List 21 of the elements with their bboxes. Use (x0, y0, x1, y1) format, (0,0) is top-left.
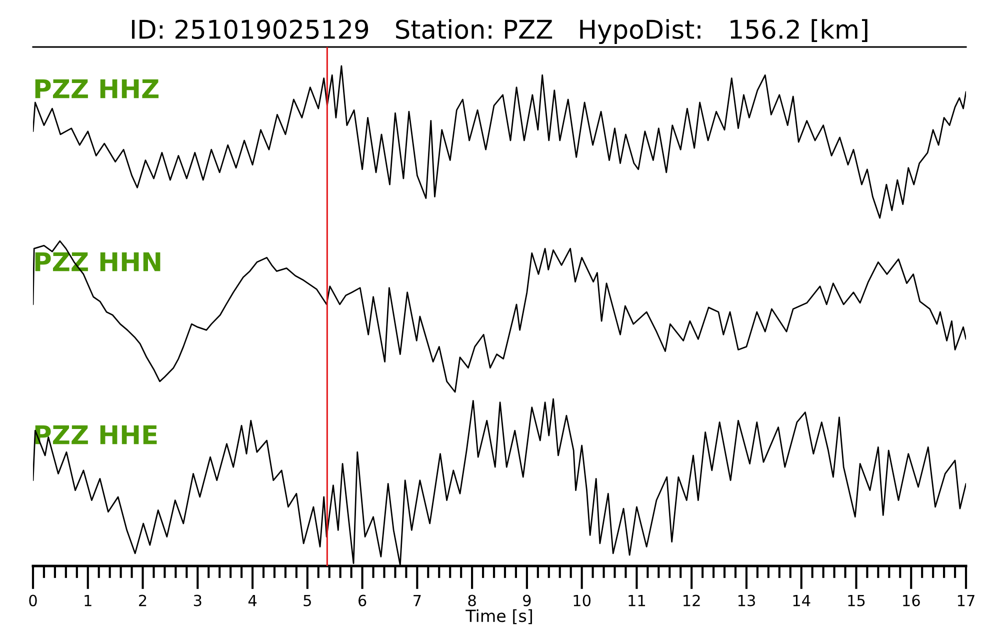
x-tick-label: 10 (574, 594, 591, 606)
x-tick-label: 1 (84, 594, 92, 606)
x-tick-label: 11 (628, 594, 646, 606)
x-axis-title: Time [s] (466, 609, 532, 624)
x-tick-label: 2 (139, 594, 146, 606)
x-tick-label: 9 (523, 594, 531, 606)
chart-title: ID: 251019025129 Station: PZZ HypoDist: 156.2 [km] (132, 19, 868, 44)
x-tick-label: 15 (848, 594, 865, 606)
x-tick-label: 12 (684, 594, 700, 606)
x-tick-label: 3 (194, 594, 202, 606)
x-tick-label: 13 (738, 594, 755, 606)
x-tick-label: 0 (29, 594, 37, 606)
x-tick-label: 17 (958, 594, 974, 606)
x-tick-label: 7 (414, 594, 421, 606)
x-tick-label: 16 (903, 594, 920, 606)
x-tick-label: 14 (793, 594, 810, 606)
series-label: PZZ HHZ (35, 79, 159, 98)
x-tick-label: 5 (304, 594, 311, 606)
x-tick-label: 8 (468, 594, 476, 606)
x-tick-label: 6 (358, 594, 366, 606)
x-tick-label: 4 (248, 594, 257, 606)
